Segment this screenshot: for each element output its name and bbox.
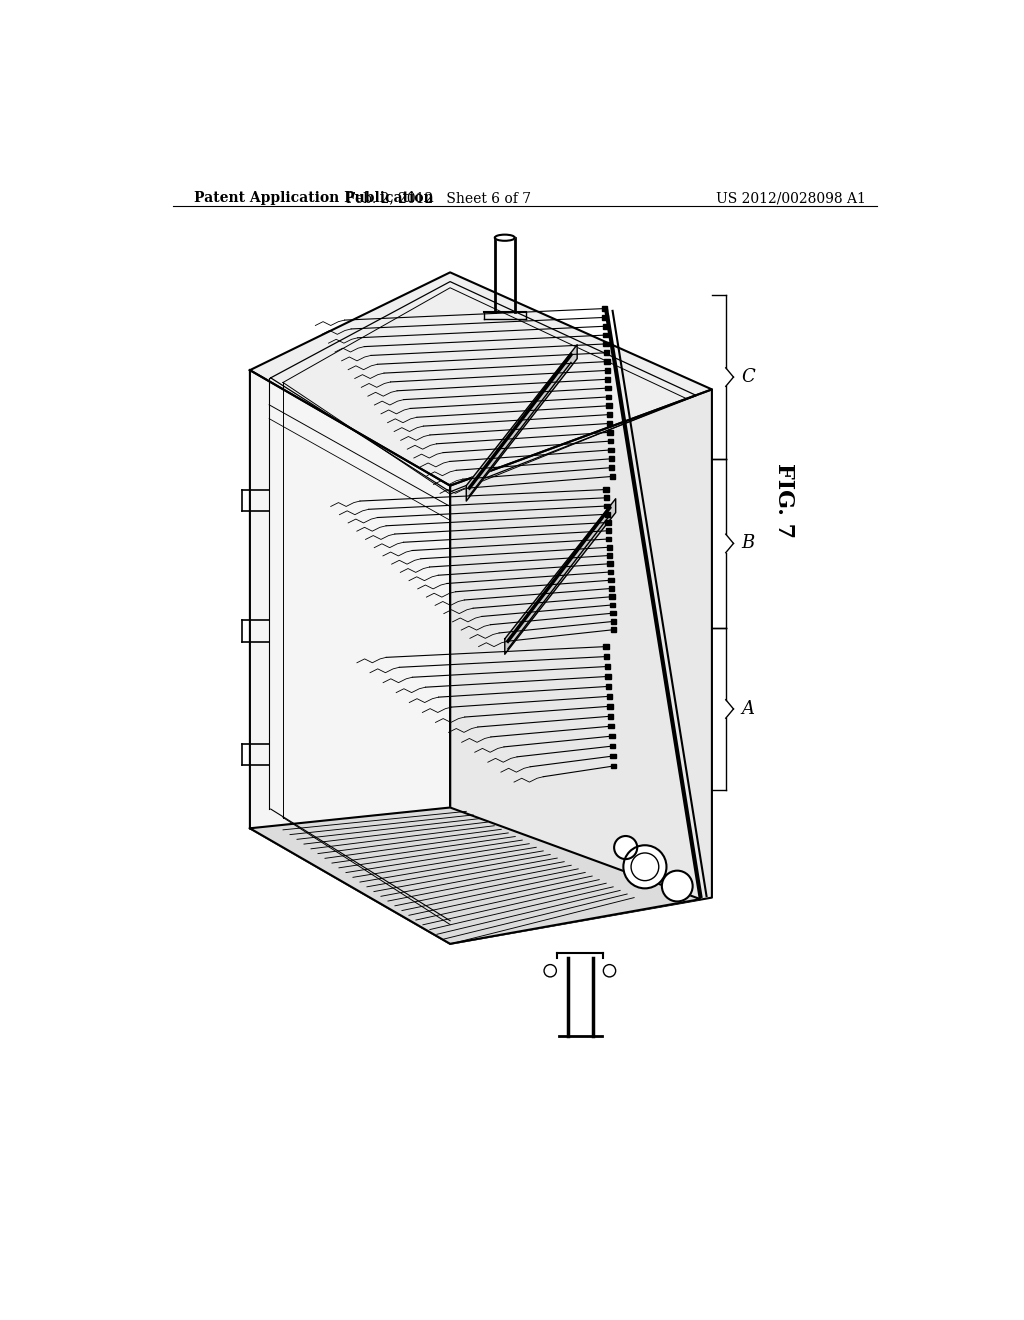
Bar: [607, 553, 612, 558]
Polygon shape: [250, 272, 712, 486]
Bar: [602, 315, 607, 319]
Circle shape: [614, 836, 637, 859]
Text: Patent Application Publication: Patent Application Publication: [194, 191, 433, 206]
Bar: [604, 368, 610, 372]
Bar: [608, 457, 614, 461]
Bar: [607, 421, 612, 426]
Bar: [610, 611, 615, 615]
Bar: [604, 495, 609, 500]
Bar: [609, 743, 615, 748]
Text: C: C: [741, 368, 755, 385]
Bar: [605, 520, 610, 525]
Bar: [609, 586, 614, 591]
Bar: [606, 395, 611, 399]
Bar: [609, 603, 615, 607]
Bar: [604, 504, 609, 508]
Bar: [607, 561, 612, 566]
Bar: [605, 512, 610, 516]
Bar: [608, 723, 613, 729]
Bar: [603, 644, 608, 649]
Bar: [606, 537, 611, 541]
Bar: [609, 474, 614, 479]
Text: US 2012/0028098 A1: US 2012/0028098 A1: [716, 191, 865, 206]
Bar: [604, 664, 610, 669]
Polygon shape: [451, 389, 712, 944]
Bar: [608, 714, 613, 718]
Polygon shape: [250, 808, 700, 944]
Bar: [610, 754, 615, 758]
Bar: [602, 323, 608, 329]
Circle shape: [603, 965, 615, 977]
Bar: [604, 350, 609, 355]
Bar: [605, 378, 610, 381]
Bar: [603, 333, 608, 338]
Text: FIG. 7: FIG. 7: [772, 463, 795, 539]
Bar: [602, 306, 607, 312]
Bar: [608, 447, 613, 453]
Bar: [604, 655, 609, 659]
Ellipse shape: [495, 235, 515, 240]
Bar: [604, 359, 609, 364]
Text: B: B: [741, 535, 755, 552]
Polygon shape: [250, 370, 451, 944]
Bar: [611, 763, 616, 768]
Circle shape: [544, 965, 556, 977]
Bar: [608, 438, 613, 444]
Bar: [607, 430, 612, 434]
Bar: [609, 594, 614, 599]
Bar: [606, 412, 612, 417]
Polygon shape: [466, 345, 578, 502]
Bar: [606, 694, 612, 698]
Bar: [610, 619, 616, 624]
Bar: [605, 675, 610, 678]
Bar: [609, 734, 614, 738]
Circle shape: [662, 871, 692, 902]
Polygon shape: [505, 499, 615, 655]
Text: A: A: [741, 700, 754, 718]
Text: Feb. 2, 2012   Sheet 6 of 7: Feb. 2, 2012 Sheet 6 of 7: [346, 191, 531, 206]
Bar: [603, 487, 608, 492]
Bar: [606, 545, 612, 549]
Circle shape: [624, 845, 667, 888]
Bar: [607, 704, 612, 709]
Bar: [611, 627, 616, 632]
Bar: [608, 570, 613, 574]
Bar: [609, 465, 614, 470]
Bar: [608, 578, 613, 582]
Bar: [606, 404, 611, 408]
Bar: [603, 342, 609, 346]
Bar: [605, 385, 611, 391]
Bar: [605, 528, 611, 533]
Bar: [606, 684, 611, 689]
